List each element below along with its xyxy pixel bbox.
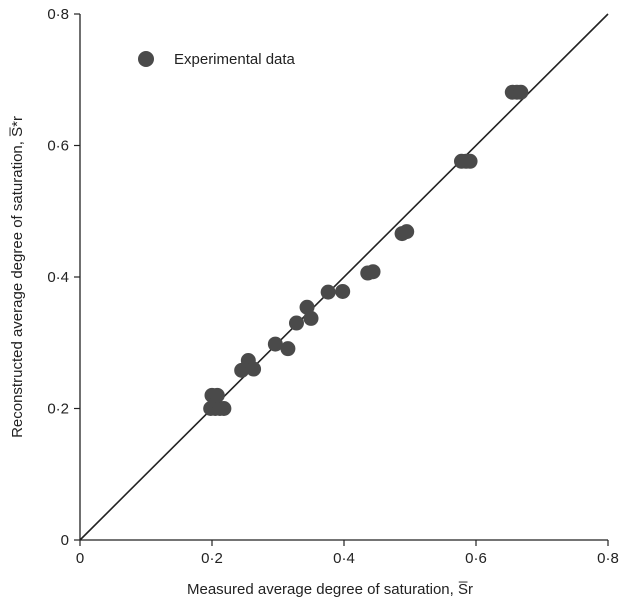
data-point [288, 315, 304, 331]
tick-labels: 0 0·2 0·4 0·6 0·8 0 0·2 0·4 0·6 0·8 [47, 6, 619, 567]
data-point [365, 264, 381, 280]
x-axis-title: Measured average degree of saturation, S… [187, 581, 473, 598]
data-point [462, 153, 478, 169]
legend-marker [138, 51, 154, 67]
reference-line [79, 13, 609, 541]
data-point [320, 284, 336, 300]
x-tick-label: 0·4 [333, 550, 355, 567]
legend-label: Experimental data [174, 51, 296, 68]
x-tick-label: 0·6 [465, 550, 487, 567]
x-tick-label: 0·8 [597, 550, 619, 567]
data-point [513, 84, 529, 100]
y-tick-label: 0·8 [47, 6, 69, 23]
data-point [303, 310, 319, 326]
legend: Experimental data [138, 51, 296, 68]
x-tick-label: 0 [76, 550, 84, 567]
y-axis-title: Reconstructed average degree of saturati… [9, 116, 26, 438]
data-point [267, 336, 283, 352]
data-point [399, 224, 415, 240]
data-points [203, 84, 529, 416]
x-tick-label: 0·2 [201, 550, 223, 567]
y-tick-label: 0·2 [47, 401, 69, 418]
tick-marks [74, 13, 609, 546]
y-tick-label: 0 [61, 532, 69, 549]
y-tick-label: 0·4 [47, 269, 69, 286]
data-point [216, 401, 232, 416]
data-point [209, 387, 225, 403]
data-point [335, 283, 351, 299]
data-point [280, 341, 296, 357]
y-tick-label: 0·6 [47, 138, 69, 155]
data-point [246, 361, 262, 377]
